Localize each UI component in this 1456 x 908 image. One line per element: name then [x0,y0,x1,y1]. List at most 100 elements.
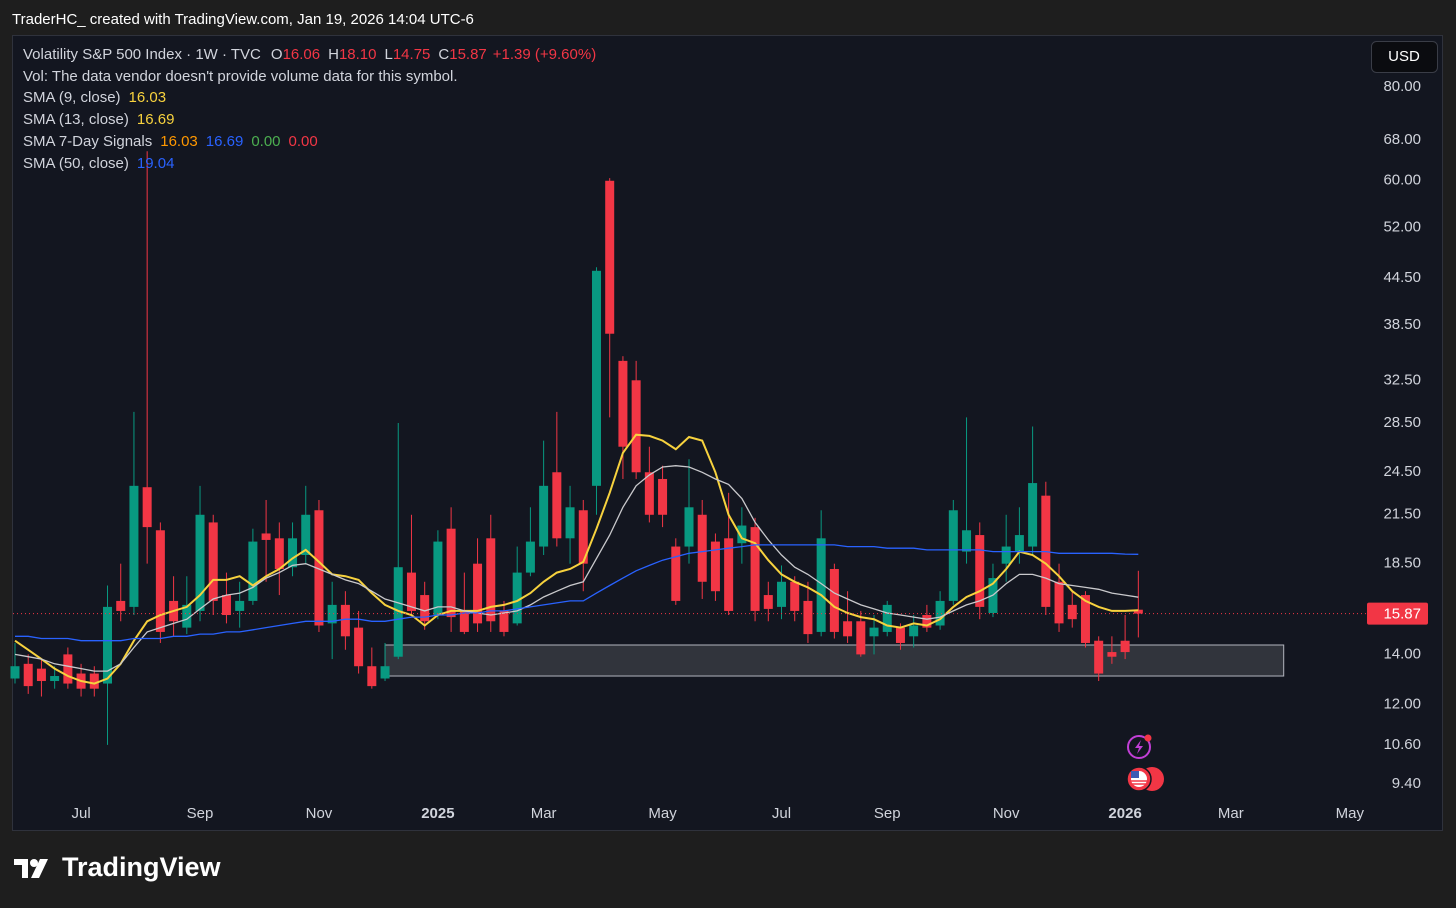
candle-body [1107,652,1117,657]
y-tick-label: 38.50 [1383,316,1421,333]
overlay: Volatility S&P 500 Index · 1W · TVC O16.0… [23,41,1438,792]
candle-body [684,507,694,547]
indicator-legend: SMA (13, close) 16.69 [23,111,174,128]
candle-body [578,510,588,564]
candle-body [1067,604,1077,620]
candle-body [459,610,469,632]
x-tick-label: 2026 [1108,805,1141,822]
logo-text: TradingView [62,852,222,882]
candle-body [354,627,364,667]
indicator-legend: SMA 7-Day Signals 16.03 16.69 0.00 0.00 [23,133,318,150]
candle-body [36,668,46,682]
y-tick-label: 80.00 [1383,78,1421,95]
sma-line [15,544,1139,642]
candle-body [777,581,787,607]
change: +1.39 (+9.60%) [493,46,596,63]
candle-body [1014,535,1024,552]
candle-body [393,567,403,657]
currency[interactable]: USD [1388,48,1420,65]
y-tick-label: 10.60 [1383,736,1421,753]
candle-body [512,572,522,624]
last-price-label: 15.87 [1383,606,1421,623]
attribution: TraderHC_ created with TradingView.com, … [12,11,474,28]
candle-body [763,595,773,609]
event-icons [1126,734,1164,792]
x-tick-label: May [1336,805,1365,822]
ohlc-value: 16.06 [283,46,321,63]
y-tick-label: 44.50 [1383,269,1421,286]
x-tick-label: Sep [187,805,214,822]
x-tick-label: Mar [531,805,557,822]
candle-body [1001,546,1011,564]
indicator-name: SMA (9, close) [23,89,121,106]
sma-line [14,433,1139,685]
candle-body [631,380,641,473]
candle-body [618,360,628,447]
candle-body [697,514,707,582]
ohlc-value: 14.75 [393,46,431,63]
candle-body [499,610,509,632]
candle-body [591,270,601,486]
indicator-value: 16.03 [160,133,198,150]
candle-body [948,510,958,601]
candle-body [327,604,337,624]
candle-body [565,507,575,539]
x-tick-label: Mar [1218,805,1244,822]
candle-body [208,522,218,601]
x-tick-label: May [648,805,677,822]
candle-body [274,538,284,570]
candle-body [895,627,905,643]
currency-button[interactable] [1371,41,1438,73]
candle-body [750,527,760,611]
candle-body [644,472,654,515]
candle-body [195,514,205,611]
indicator-value: 19.04 [137,155,175,172]
volume-note: Vol: The data vendor doesn't provide vol… [23,68,458,85]
ohlc-letter: C [438,46,449,63]
candle-body [63,654,73,684]
y-tick-label: 9.40 [1392,775,1421,792]
candle-body [235,600,245,611]
candle-body [486,538,496,622]
candle-body [221,595,231,616]
candle-body [1120,640,1130,653]
x-tick-label: Jul [71,805,90,822]
candle-body [539,485,549,547]
ohlc-value: 18.10 [339,46,377,63]
candle-body [935,600,945,626]
candle-body [658,478,668,515]
candle-body [50,676,60,682]
candle-body [406,572,416,611]
candle-body [380,666,390,679]
candle-body [1054,581,1064,624]
candle-body [103,606,113,684]
y-tick-label: 32.50 [1383,371,1421,388]
indicator-value: 16.69 [206,133,244,150]
y-tick-label: 28.50 [1383,414,1421,431]
y-tick-label: 52.00 [1383,218,1421,235]
candle-body [869,627,879,637]
candle-body [856,621,866,655]
last-price-box [1367,602,1428,625]
x-tick-label: Jul [772,805,791,822]
candle-body [922,615,932,628]
indicator-legend: SMA (50, close) 19.04 [23,155,174,172]
candle-body [473,563,483,624]
candle-body [737,525,747,544]
candle-body [433,541,443,616]
candle-body [182,604,192,628]
candle-body [1133,609,1143,614]
chart-panel [12,35,1443,831]
candle-body [367,666,377,687]
candle-body [909,625,919,637]
ohlc-letter: L [385,46,393,63]
candle-body [314,510,324,626]
sma-line [14,465,1139,672]
candle-body [552,472,562,539]
candle-body [843,621,853,637]
candle-body [155,530,165,632]
candle-body [882,604,892,632]
x-tick-label: Nov [306,805,333,822]
candle-body [671,546,681,601]
